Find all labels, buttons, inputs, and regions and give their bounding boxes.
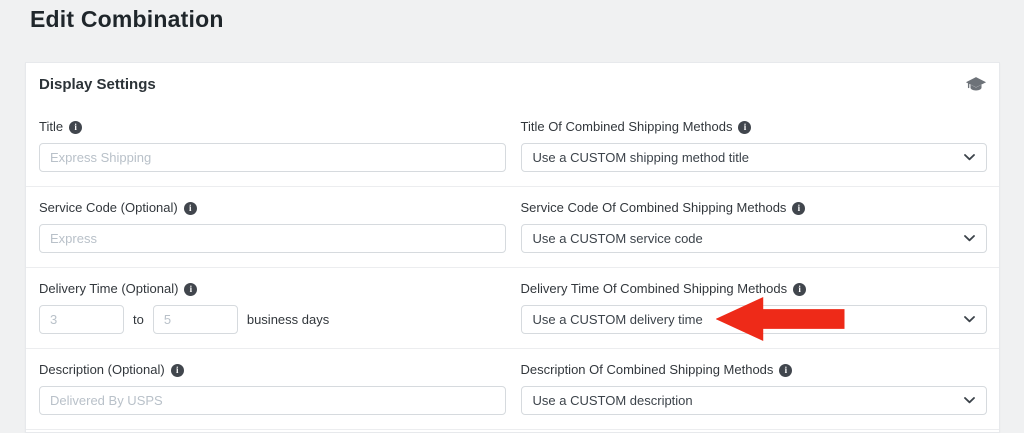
row-delivery-time: Delivery Time (Optional) i to business d… [26, 268, 999, 349]
delivery-time-separator: to [133, 312, 144, 327]
title-combined-select[interactable]: Use a CUSTOM shipping method title [520, 143, 987, 172]
delivery-time-label-text: Delivery Time (Optional) [39, 281, 179, 296]
chevron-down-icon [964, 397, 975, 404]
title-combined-label-text: Title Of Combined Shipping Methods [520, 119, 733, 134]
delivery-time-combined-label-text: Delivery Time Of Combined Shipping Metho… [520, 281, 788, 296]
service-code-label-text: Service Code (Optional) [39, 200, 178, 215]
service-code-combined-label: Service Code Of Combined Shipping Method… [521, 200, 988, 216]
panel-title: Display Settings [39, 76, 156, 93]
info-icon[interactable]: i [69, 120, 83, 134]
description-label: Description (Optional) i [39, 362, 506, 378]
delivery-time-from-input[interactable] [39, 305, 124, 334]
service-code-combined-label-text: Service Code Of Combined Shipping Method… [520, 200, 787, 215]
info-icon[interactable]: i [738, 120, 752, 134]
delivery-time-range: to business days [39, 305, 506, 334]
service-code-combined-select-value: Use a CUSTOM service code [532, 231, 703, 246]
description-label-text: Description (Optional) [39, 362, 165, 377]
chevron-down-icon [964, 235, 975, 242]
graduation-cap-icon[interactable] [965, 76, 987, 93]
chevron-down-icon [964, 316, 975, 323]
field-service-code-combined: Service Code Of Combined Shipping Method… [520, 200, 988, 253]
field-delivery-time-combined: Delivery Time Of Combined Shipping Metho… [520, 281, 988, 341]
display-settings-panel: Display Settings Title i Title Of Combin… [25, 62, 1000, 433]
delivery-time-combined-select-value: Use a CUSTOM delivery time [532, 312, 703, 327]
title-combined-select-value: Use a CUSTOM shipping method title [532, 150, 750, 165]
info-icon[interactable]: i [170, 363, 184, 377]
title-label: Title i [39, 119, 506, 135]
title-input[interactable] [39, 143, 506, 172]
field-title: Title i [39, 119, 506, 172]
service-code-label: Service Code (Optional) i [39, 200, 506, 216]
info-icon[interactable]: i [793, 282, 807, 296]
delivery-time-combined-select[interactable]: Use a CUSTOM delivery time [520, 305, 987, 334]
description-combined-label-text: Description Of Combined Shipping Methods [520, 362, 774, 377]
description-combined-select[interactable]: Use a CUSTOM description [520, 386, 987, 415]
description-combined-label: Description Of Combined Shipping Methods… [521, 362, 988, 378]
info-icon[interactable]: i [183, 201, 197, 215]
delivery-time-suffix: business days [246, 312, 330, 327]
field-description: Description (Optional) i [39, 362, 506, 415]
field-title-combined: Title Of Combined Shipping Methods i Use… [520, 119, 988, 172]
panel-header: Display Settings [26, 63, 999, 93]
page-title: Edit Combination [30, 6, 224, 32]
info-icon[interactable]: i [792, 201, 806, 215]
row-title: Title i Title Of Combined Shipping Metho… [26, 93, 999, 187]
info-icon[interactable]: i [779, 363, 793, 377]
info-icon[interactable]: i [184, 282, 198, 296]
service-code-input[interactable] [39, 224, 506, 253]
row-description: Description (Optional) i Description Of … [26, 349, 999, 430]
delivery-time-label: Delivery Time (Optional) i [39, 281, 506, 297]
chevron-down-icon [964, 154, 975, 161]
title-label-text: Title [39, 119, 64, 134]
delivery-time-to-input[interactable] [152, 305, 238, 334]
row-service-code: Service Code (Optional) i Service Code O… [26, 187, 999, 268]
field-description-combined: Description Of Combined Shipping Methods… [520, 362, 988, 415]
service-code-combined-select[interactable]: Use a CUSTOM service code [520, 224, 987, 253]
title-combined-label: Title Of Combined Shipping Methods i [521, 119, 988, 135]
field-delivery-time: Delivery Time (Optional) i to business d… [39, 281, 506, 334]
description-input[interactable] [39, 386, 506, 415]
description-combined-select-value: Use a CUSTOM description [532, 393, 693, 408]
delivery-time-combined-label: Delivery Time Of Combined Shipping Metho… [521, 281, 988, 297]
field-service-code: Service Code (Optional) i [39, 200, 506, 253]
